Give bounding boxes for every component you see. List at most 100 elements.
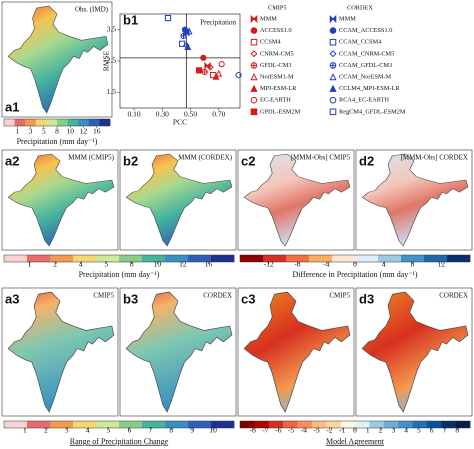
colorbar-tick-label: 1 <box>28 260 32 269</box>
colorbar-segment <box>142 255 166 262</box>
legend-marker <box>250 108 258 116</box>
colorbar-tick-label: -8 <box>250 426 256 435</box>
colorbar-tick-label: 8 <box>169 426 173 435</box>
colorbar-tick-label: 4 <box>86 426 90 435</box>
panel-tag: a3 <box>5 291 19 306</box>
colorbar-tick-label: -1 <box>339 426 345 435</box>
colorbar-tick-label: 12 <box>80 127 88 136</box>
colorbar-tick-label: 3 <box>391 426 395 435</box>
data-point <box>164 14 172 22</box>
colorbar-segment <box>4 119 15 126</box>
legend-marker <box>250 38 258 46</box>
panel-title: CORDEX <box>439 292 468 300</box>
colorbar-frame <box>3 420 235 429</box>
colorbar-label: Precipitation (mm day⁻¹) <box>17 137 98 146</box>
legend-label: CCAM_CNRM-CM5 <box>339 50 394 57</box>
legend-marker <box>250 62 258 69</box>
panel-tag: d2 <box>359 153 374 168</box>
colorbar-segment <box>188 255 212 262</box>
legend-marker <box>329 84 337 92</box>
legend-label: MPI-ESM-LR <box>260 85 297 92</box>
legend-group-title: CORDEX <box>347 4 373 11</box>
panel-title: [MMM-Obs] CORDEX <box>401 154 468 162</box>
panel-tag: c3 <box>241 291 255 306</box>
colorbar-tick-label: 10 <box>209 426 217 435</box>
panel-tag: d3 <box>359 291 374 306</box>
colorbar-tick-label: -2 <box>326 426 332 435</box>
plot-frame <box>119 13 241 109</box>
colorbar-tick-label: 10 <box>154 260 162 269</box>
colorbar-segment <box>35 119 47 126</box>
legend-label: RegCM4_GFDL-ESM2M <box>339 108 406 115</box>
colorbar-tick-label: 9 <box>190 426 194 435</box>
panel-tag: a1 <box>5 99 19 114</box>
colorbar-segment <box>27 421 51 428</box>
legend-marker <box>250 73 258 81</box>
colorbar-tick-label: 4 <box>404 426 408 435</box>
legend-marker <box>250 50 258 58</box>
colorbar-tick-label: 6 <box>128 426 132 435</box>
colorbar-segment <box>398 421 413 428</box>
panel-title: CMIP5 <box>93 292 114 300</box>
panel-title: CORDEX <box>203 292 232 300</box>
colorbar-tick-label: -4 <box>301 426 307 435</box>
colorbar-tick-label: -12 <box>264 260 274 269</box>
data-point <box>215 69 223 77</box>
x-tick-label: 0.10 <box>128 110 141 119</box>
legend-group-title: CMIP5 <box>268 4 287 11</box>
legend-label: CCAM_NorESM-M <box>339 73 392 80</box>
legend-marker <box>250 14 258 24</box>
colorbar-segment <box>96 421 120 428</box>
colorbar-tick-label: 8 <box>411 260 415 269</box>
colorbar-segment <box>441 421 456 428</box>
colorbar-tick-label: 2 <box>44 426 48 435</box>
colorbar-segment <box>263 255 287 262</box>
colorbar-tick-label: 2 <box>379 426 383 435</box>
panel-title: [MMM-Obs] CMIP5 <box>291 154 351 162</box>
legend-marker <box>329 108 337 116</box>
colorbar-segment <box>412 421 428 428</box>
colorbar-tick-label: 16 <box>93 127 101 136</box>
colorbar-segment <box>14 119 26 126</box>
legend-label: CNRM-CM5 <box>260 50 294 57</box>
panel-tag: c2 <box>241 153 255 168</box>
colorbar-tick-label: 6 <box>430 426 434 435</box>
colorbar-tick-label: -3 <box>314 426 320 435</box>
y-tick-label: 1.5 <box>107 87 117 96</box>
colorbar-segment <box>25 119 37 126</box>
colorbar-segment <box>332 255 356 262</box>
panel-tag: a2 <box>5 153 19 168</box>
colorbar-segment <box>142 421 166 428</box>
colorbar-frame <box>3 254 235 263</box>
legend-marker <box>329 14 337 24</box>
legend-label: NorESM1-M <box>260 73 294 80</box>
y-tick-label: 2.5 <box>107 56 117 65</box>
colorbar-tick-label: 7 <box>148 426 152 435</box>
colorbar-segment <box>165 255 189 262</box>
colorbar-segment <box>311 421 327 428</box>
colorbar-label: Difference in Precipitation (mm day⁻¹) <box>292 270 417 279</box>
colorbar-segment <box>401 255 425 262</box>
colorbar-tick-label: 5 <box>107 426 111 435</box>
data-point <box>195 67 203 74</box>
colorbar-segment <box>211 421 235 428</box>
colorbar-segment <box>447 255 471 262</box>
legend-marker <box>250 84 258 92</box>
colorbar-tick-label: 10 <box>67 127 75 136</box>
data-point <box>184 43 192 50</box>
legend-label: ACCESS1.0 <box>260 27 292 34</box>
colorbar-segment <box>369 421 385 428</box>
colorbar-tick-label: 12 <box>438 260 446 269</box>
legend-marker <box>250 27 258 34</box>
colorbar-segment <box>4 421 28 428</box>
colorbar-tick-label: 8 <box>455 426 459 435</box>
x-tick-label: 0.70 <box>212 110 225 119</box>
colorbar-tick-label: 3 <box>65 426 69 435</box>
colorbar-label: Model Agreement <box>326 437 385 446</box>
legend-label: EC-EARTH <box>260 97 291 104</box>
colorbar-segment <box>211 255 235 262</box>
colorbar-segment <box>426 421 442 428</box>
legend-marker <box>329 50 337 58</box>
colorbar-tick-label: 0 <box>353 426 357 435</box>
